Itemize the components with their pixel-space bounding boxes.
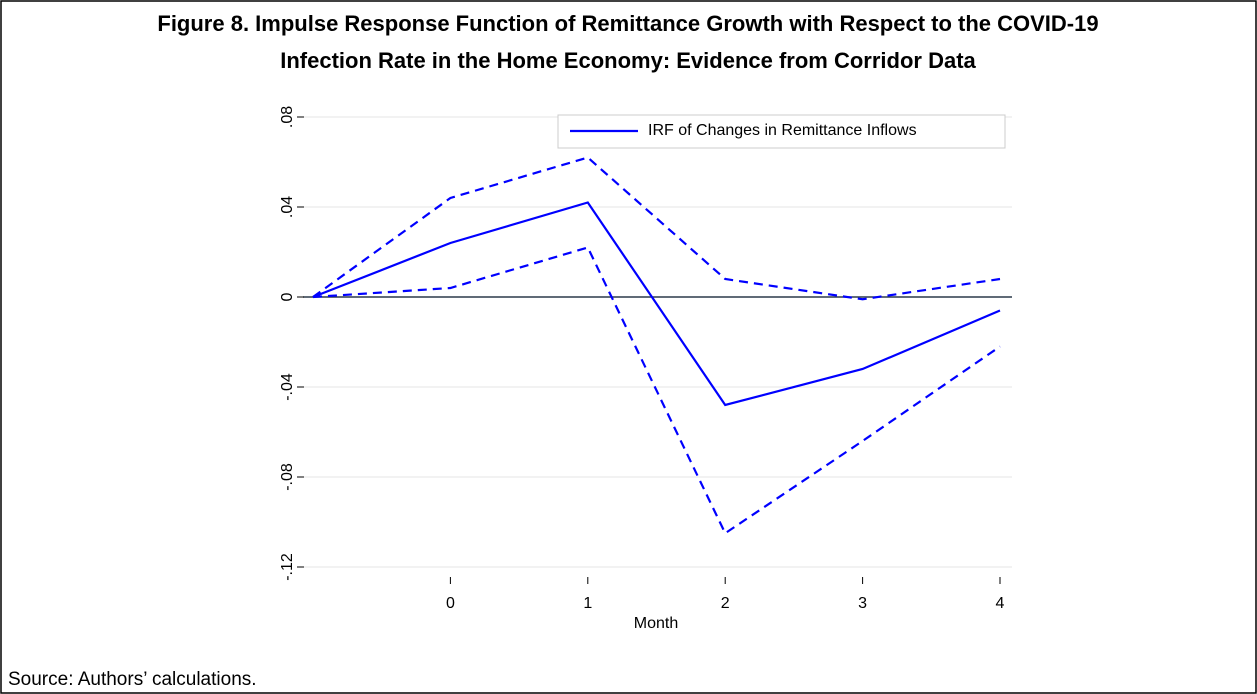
y-tick-label: 0 [279,292,296,301]
x-tick-label: 4 [996,595,1005,612]
plot-area: -.12 -.08 -.04 0 .04 .08 0 1 2 3 4 IRF of Changes i… [279,106,1012,612]
x-tick-label: 3 [858,595,867,612]
x-tick-label: 1 [583,595,592,612]
x-tick-label: 0 [446,595,455,612]
legend-label: IRF of Changes in Remittance Inflows [648,122,917,139]
y-tick-label: -.04 [279,373,296,401]
y-tick-label: .08 [279,106,296,128]
lower-bound [312,246,1001,535]
y-tick-label: .04 [279,196,296,218]
x-tick-label: 2 [721,595,730,612]
irf-line [312,201,1001,407]
title-line: Infection Rate in the Home Economy: Evid… [280,48,976,73]
title-line: Figure 8. Impulse Response Function of R… [157,11,1098,36]
y-tick-label: -.08 [279,463,296,491]
source-note: Source: Authors’ calculations. [8,669,257,690]
upper-bound [312,156,1001,301]
y-tick-label: -.12 [279,553,296,581]
x-axis-label: Month [634,615,678,632]
